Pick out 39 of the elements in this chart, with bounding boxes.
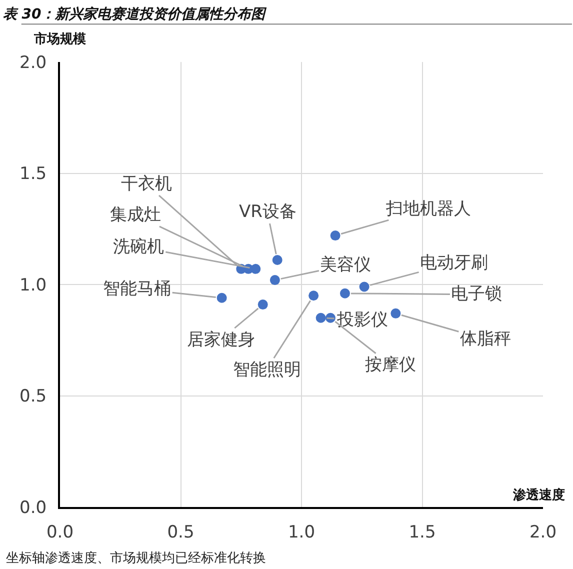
y-tick-label: 1.5	[20, 164, 47, 184]
annotation: 美容仪	[320, 255, 371, 275]
annotation: 洗碗机	[113, 237, 164, 257]
y-axis-title: 市场规模	[33, 31, 86, 47]
point	[390, 308, 401, 318]
annotation: 干衣机	[121, 174, 172, 194]
annotation: VR设备	[239, 202, 296, 222]
y-tick-label: 2.0	[20, 52, 47, 73]
point	[340, 288, 350, 298]
point	[330, 230, 340, 241]
point	[272, 255, 282, 266]
annotation: 按摩仪	[365, 355, 416, 375]
point	[359, 282, 370, 292]
y-tick-label: 1.0	[20, 275, 47, 296]
x-tick-label: 1.0	[288, 522, 316, 542]
point	[308, 290, 319, 301]
point	[216, 292, 227, 303]
annotation: 电动牙刷	[420, 253, 488, 273]
x-tick-label: 0.0	[46, 522, 74, 542]
annotation: 居家健身	[187, 330, 255, 350]
text: 坐标轴渗透速度、市场规模均已经标准化转换	[6, 550, 266, 566]
x-tick-label: 1.5	[408, 522, 436, 542]
annotation: 体脂秤	[460, 329, 511, 349]
point	[316, 312, 326, 323]
point	[250, 264, 261, 274]
chart-title: 表 30：新兴家电赛道投资价值属性分布图	[2, 5, 268, 22]
x-tick-label: 0.5	[167, 522, 194, 542]
annotation: 智能照明	[233, 360, 301, 380]
annotation: 电子锁	[451, 284, 502, 304]
x-axis-title: 渗透速度	[512, 487, 565, 503]
y-tick-label: 0.5	[20, 386, 47, 407]
annotation: 扫地机器人	[385, 199, 471, 219]
y-tick-label: 0.0	[20, 498, 47, 518]
annotation: 投影仪	[336, 310, 388, 330]
annotation: 集成灶	[110, 205, 161, 225]
annotation: 智能马桶	[103, 279, 171, 299]
point	[258, 300, 268, 310]
x-tick-label: 2.0	[529, 522, 557, 542]
point	[270, 275, 280, 286]
